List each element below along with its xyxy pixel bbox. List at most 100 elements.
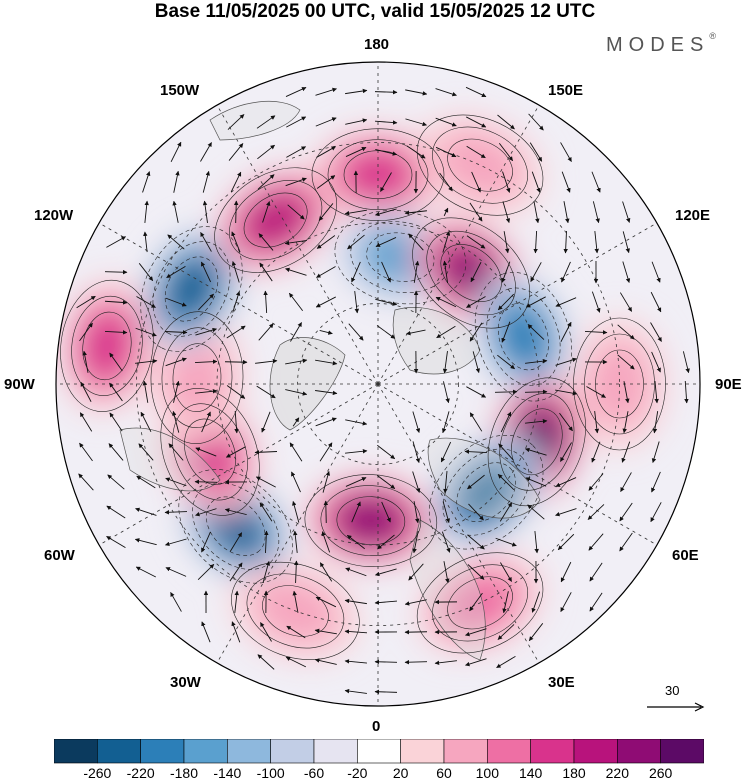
wind-vector xyxy=(201,411,211,433)
wind-vector xyxy=(502,201,511,223)
wind-vector xyxy=(561,261,571,283)
wind-vector xyxy=(258,323,274,341)
wind-vector xyxy=(258,233,274,251)
wind-vector xyxy=(501,321,511,343)
wind-vector xyxy=(285,87,307,97)
wind-vector xyxy=(286,116,307,128)
wind-vector xyxy=(376,325,396,339)
wind-vector xyxy=(528,113,544,131)
wind-vector xyxy=(435,296,457,308)
anomaly-center xyxy=(304,474,437,567)
contour-ring xyxy=(243,192,308,248)
wind-vector xyxy=(229,562,243,582)
wind-vector xyxy=(261,411,271,433)
wind-vector xyxy=(319,562,333,582)
wind-vector xyxy=(652,411,659,434)
wind-vector xyxy=(143,231,148,253)
meridian-line xyxy=(98,383,379,546)
wind-vector xyxy=(165,297,187,307)
wind-vector xyxy=(533,230,538,254)
wind-vectors xyxy=(76,86,690,695)
contour-ring xyxy=(412,217,531,329)
wind-vector xyxy=(225,446,246,458)
wind-vector xyxy=(651,351,661,373)
contour-ring xyxy=(456,462,516,522)
contour-ring xyxy=(447,576,513,630)
wind-vector xyxy=(195,508,217,517)
wind-vector xyxy=(315,117,337,127)
wind-vector xyxy=(560,321,572,342)
lon-label-90e: 90E xyxy=(715,376,742,393)
wind-vector xyxy=(381,261,391,283)
wind-vector xyxy=(466,116,487,128)
wind-vector xyxy=(195,327,217,336)
colorbar-tick-label: -140 xyxy=(213,765,242,781)
lon-label-120w: 120W xyxy=(34,207,74,224)
lon-label-150e: 150E xyxy=(548,82,584,99)
wind-vector xyxy=(292,500,300,523)
wind-vector xyxy=(381,501,391,523)
wind-vector xyxy=(201,621,211,643)
wind-vector xyxy=(194,479,218,485)
contour-ring xyxy=(161,327,233,428)
wind-vector xyxy=(500,411,512,433)
wind-vector xyxy=(284,239,307,246)
colorbar xyxy=(54,739,704,764)
wind-vector xyxy=(495,537,517,547)
wind-vector xyxy=(170,141,182,163)
wind-vector xyxy=(79,412,93,432)
wind-vector xyxy=(285,358,308,365)
map-title: Base 11/05/2025 00 UTC, valid 15/05/2025… xyxy=(154,1,596,22)
wind-vector xyxy=(262,560,271,583)
wind-vector xyxy=(413,260,420,283)
wind-vector xyxy=(167,234,185,250)
contour-ring xyxy=(366,232,435,282)
wind-vector xyxy=(229,532,243,552)
wind-vector xyxy=(197,563,215,581)
wind-vector xyxy=(531,171,541,193)
wind-vector xyxy=(588,473,604,491)
contour-ring xyxy=(428,434,544,550)
wind-vector xyxy=(559,412,573,432)
wind-vector xyxy=(322,470,331,493)
wind-vector xyxy=(408,563,424,581)
wind-vector xyxy=(654,381,659,404)
wind-vector xyxy=(230,171,242,193)
anomaly-center xyxy=(312,128,444,221)
wind-vector xyxy=(226,325,246,339)
contour-ring xyxy=(440,244,502,302)
wind-vector xyxy=(315,296,336,308)
lon-label-180: 180 xyxy=(364,36,390,53)
wind-vector xyxy=(525,418,548,424)
wind-vector xyxy=(106,536,126,548)
wind-vector xyxy=(255,476,276,488)
wind-vector xyxy=(525,296,546,308)
contour-ring xyxy=(447,138,513,192)
wind-vector xyxy=(319,329,333,335)
wind-vector xyxy=(285,656,307,668)
wind-vector xyxy=(651,441,660,463)
wind-vector xyxy=(533,201,540,224)
wind-vector xyxy=(619,532,633,552)
wind-vector xyxy=(231,261,240,283)
colorbar-tick-label: 60 xyxy=(436,765,452,781)
wind-vector xyxy=(587,504,605,520)
wind-vector xyxy=(135,566,157,578)
wind-vector xyxy=(594,231,599,254)
wind-vector xyxy=(466,296,486,308)
wind-vector xyxy=(469,412,483,432)
lon-label-60w: 60W xyxy=(44,547,75,564)
wind-vector xyxy=(109,412,123,432)
wind-vector xyxy=(257,144,275,160)
wind-vector xyxy=(622,261,631,283)
wind-vector xyxy=(465,658,487,667)
wind-vector xyxy=(316,175,336,189)
wind-vector xyxy=(231,231,241,253)
wind-vector xyxy=(440,441,452,463)
contour-ring xyxy=(172,343,222,412)
wind-vector xyxy=(104,330,128,335)
meridian-line xyxy=(377,222,658,385)
wind-vector xyxy=(497,354,516,370)
wind-vector xyxy=(588,533,604,551)
colorbar-segment xyxy=(313,739,358,764)
